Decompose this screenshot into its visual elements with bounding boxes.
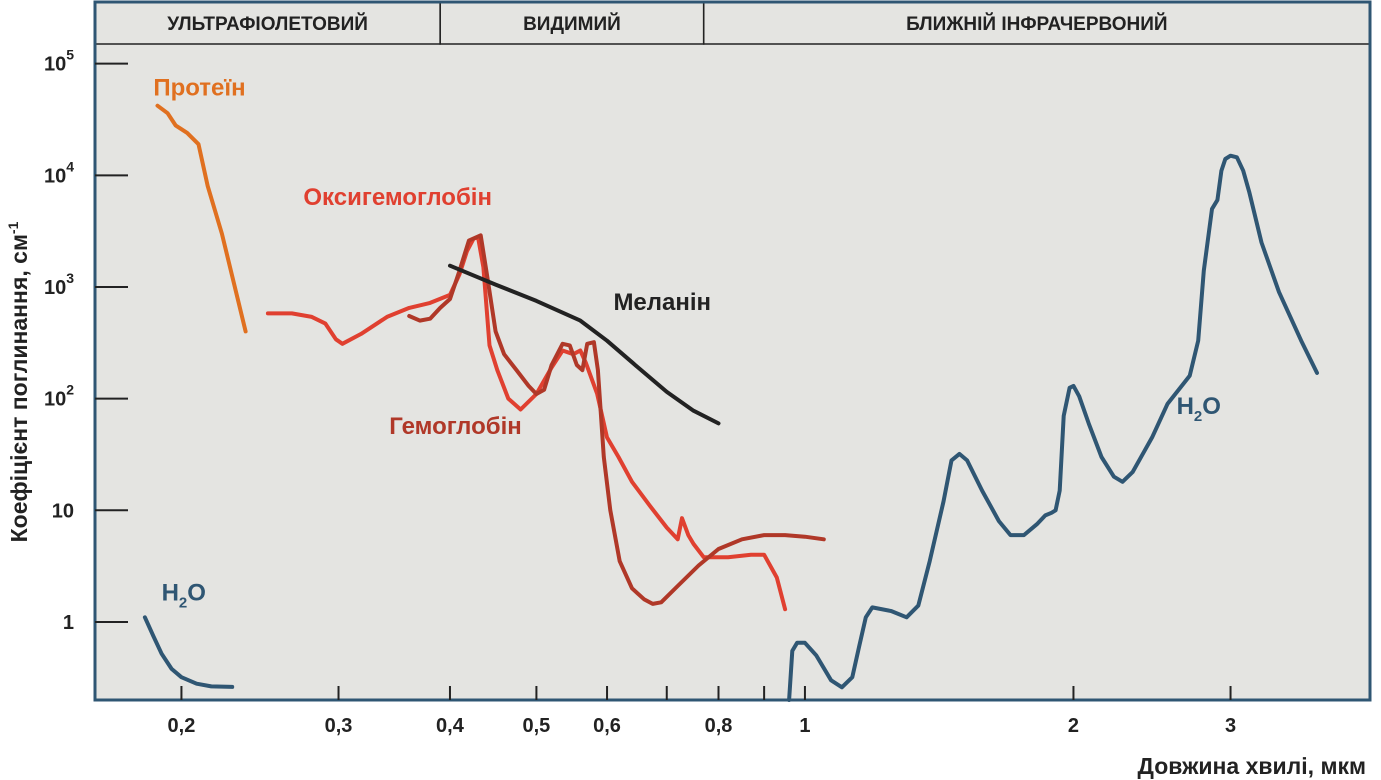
spectral-bands: УЛЬТРАФІОЛЕТОВИЙ ВИДИМИЙ БЛИЖНІЙ ІНФРАЧЕРВ… [94, 1, 1371, 45]
y-tick-base: 10 [52, 500, 74, 522]
series-label-subscript: 2 [1194, 408, 1202, 425]
band-label: БЛИЖНІЙ ІНФРАЧЕРВОНИЙ [906, 13, 1168, 35]
y-axis-title: Коефіцієнт поглинання, см-1 [5, 221, 32, 542]
series-label-subscript: 2 [179, 595, 187, 612]
x-tick-label: 2 [1068, 715, 1079, 737]
y-tick-base: 1 [63, 612, 74, 634]
y-tick-label: 104 [44, 158, 74, 187]
series-line [265, 235, 788, 612]
y-tick-exponent: 5 [66, 47, 74, 63]
series-line [407, 233, 826, 606]
x-tick-label: 1 [799, 715, 810, 737]
x-tick-label: 3 [1225, 715, 1236, 737]
x-tick-label: 0,2 [168, 715, 196, 737]
series-label-tail: O [1202, 393, 1221, 420]
y-tick-base: 10 [44, 277, 66, 299]
series-label-text: H [162, 580, 179, 607]
series-label: Меланін [613, 289, 711, 316]
series-label: Протеїн [153, 74, 245, 101]
series-label-text: H [1177, 393, 1194, 420]
x-axis-title: Довжина хвилі, мкм [1138, 753, 1366, 779]
series-curves [142, 103, 1319, 702]
x-axis-ticks: 0,2 0,3 0,4 0,5 0,6 0,8 1 2 3 [168, 686, 1236, 737]
series-labels: ПротеїнОксигемоглобінГемоглобінМеланінH2… [153, 74, 1221, 611]
x-tick-label: 0,8 [705, 715, 733, 737]
x-tick-label: 0,6 [593, 715, 621, 737]
series-line [155, 103, 248, 334]
band-label: УЛЬТРАФІОЛЕТОВИЙ [167, 13, 368, 35]
x-tick-label: 0,4 [436, 715, 465, 737]
series-label-text: Оксигемоглобін [303, 184, 492, 211]
series-label-text: Протеїн [153, 74, 245, 101]
series-line [448, 263, 721, 426]
series-label: H2O [162, 580, 206, 612]
series-label-text: Гемоглобін [389, 413, 521, 440]
y-tick-base: 10 [44, 54, 66, 76]
y-tick-base: 10 [44, 389, 66, 411]
y-tick-base: 10 [44, 165, 66, 187]
y-tick-exponent: 4 [66, 158, 74, 174]
y-tick-label: 105 [44, 47, 74, 76]
x-tick-label: 0,5 [523, 715, 551, 737]
y-tick-label: 1 [63, 612, 74, 634]
y-tick-label: 10 [52, 500, 74, 522]
x-tick-label: 0,3 [325, 715, 353, 737]
series-label-tail: O [187, 580, 206, 607]
band-label: ВИДИМИЙ [523, 13, 621, 35]
y-tick-label: 103 [44, 270, 74, 299]
series-label: Гемоглобін [389, 413, 521, 440]
y-tick-exponent: 3 [66, 270, 74, 286]
y-axis-title-exponent: -1 [5, 221, 21, 234]
series-line [142, 615, 235, 689]
plot-background [95, 2, 1370, 700]
series-label: H2O [1177, 393, 1221, 425]
y-tick-label: 102 [44, 382, 74, 411]
series-label: Оксигемоглобін [303, 184, 492, 211]
y-tick-exponent: 2 [66, 382, 74, 398]
series-label-text: Меланін [613, 289, 711, 316]
series-line [787, 153, 1319, 702]
plot-frame [93, 0, 1372, 702]
y-axis-title-text: Коефіцієнт поглинання, см [6, 234, 32, 542]
